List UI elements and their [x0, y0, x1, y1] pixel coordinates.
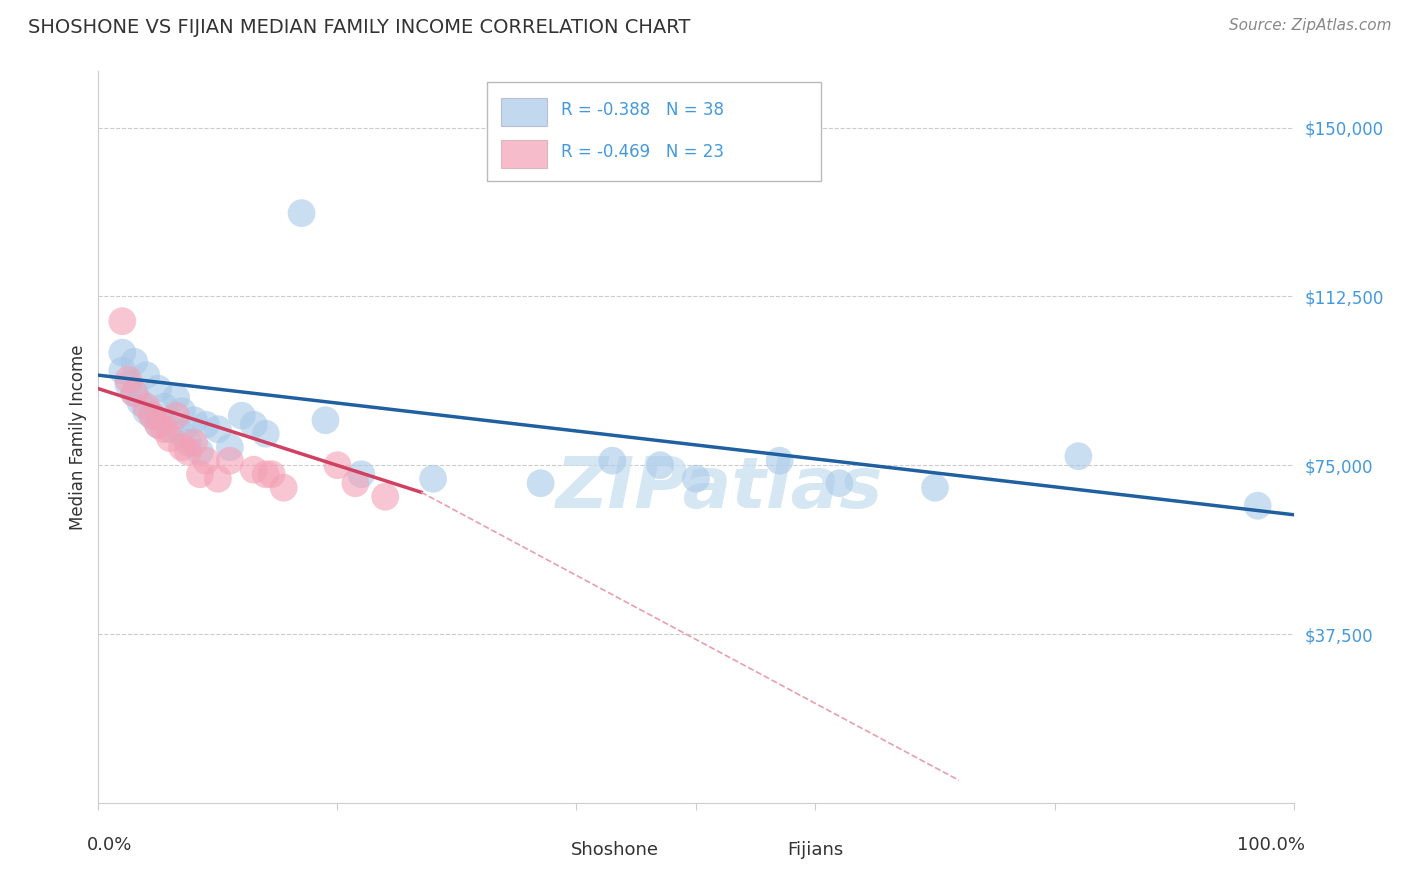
Point [172, 440, 194, 454]
Point [124, 354, 146, 368]
Point [135, 368, 157, 383]
Point [260, 467, 283, 482]
Point [153, 400, 176, 414]
Point [219, 440, 242, 454]
Point [172, 404, 194, 418]
Y-axis label: Median Family Income: Median Family Income [69, 344, 87, 530]
Point [141, 409, 163, 423]
Text: 0.0%: 0.0% [87, 836, 132, 854]
Point [129, 395, 152, 409]
Point [243, 463, 266, 477]
Point [195, 417, 218, 432]
Point [924, 481, 946, 495]
Point [177, 435, 200, 450]
Point [183, 413, 205, 427]
Text: Source: ZipAtlas.com: Source: ZipAtlas.com [1229, 18, 1392, 33]
Text: ZIPatlas: ZIPatlas [557, 454, 883, 523]
Point [135, 404, 157, 418]
Point [374, 490, 396, 504]
Bar [501, 140, 547, 168]
Point [165, 391, 187, 405]
Point [422, 472, 444, 486]
Point [243, 417, 266, 432]
Point [141, 409, 163, 423]
Point [148, 417, 170, 432]
Point [207, 422, 229, 436]
Point [207, 472, 229, 486]
Point [828, 476, 851, 491]
Point [188, 467, 211, 482]
Point [111, 314, 134, 328]
Point [344, 476, 367, 491]
Point [111, 364, 134, 378]
Bar [744, 841, 780, 860]
Point [183, 435, 205, 450]
Point [195, 453, 218, 467]
Text: Fijians: Fijians [787, 841, 844, 859]
Point [1067, 449, 1090, 463]
Point [148, 417, 170, 432]
Point [111, 345, 134, 359]
Point [326, 458, 349, 473]
Point [254, 467, 277, 482]
Point [768, 453, 790, 467]
Point [315, 413, 337, 427]
Point [165, 409, 187, 423]
Point [1247, 499, 1270, 513]
Point [159, 422, 181, 436]
Point [177, 444, 200, 458]
Point [124, 386, 146, 401]
Point [350, 467, 373, 482]
Point [159, 431, 181, 445]
Point [124, 386, 146, 401]
Point [530, 476, 553, 491]
Point [648, 458, 672, 473]
Point [231, 409, 253, 423]
Bar [529, 841, 565, 860]
Point [602, 453, 624, 467]
Point [188, 444, 211, 458]
Text: R = -0.469   N = 23: R = -0.469 N = 23 [561, 143, 724, 161]
Text: 100.0%: 100.0% [1237, 836, 1306, 854]
Point [254, 426, 277, 441]
Bar [486, 82, 821, 181]
Point [172, 426, 194, 441]
Point [273, 481, 295, 495]
Point [219, 453, 242, 467]
Point [135, 400, 157, 414]
Text: R = -0.388   N = 38: R = -0.388 N = 38 [561, 101, 724, 120]
Point [153, 422, 176, 436]
Point [117, 377, 139, 392]
Point [117, 373, 139, 387]
Bar [501, 98, 547, 127]
Text: SHOSHONE VS FIJIAN MEDIAN FAMILY INCOME CORRELATION CHART: SHOSHONE VS FIJIAN MEDIAN FAMILY INCOME … [28, 18, 690, 37]
Point [148, 382, 170, 396]
Point [685, 472, 707, 486]
Point [291, 206, 314, 220]
Text: Shoshone: Shoshone [571, 841, 658, 859]
